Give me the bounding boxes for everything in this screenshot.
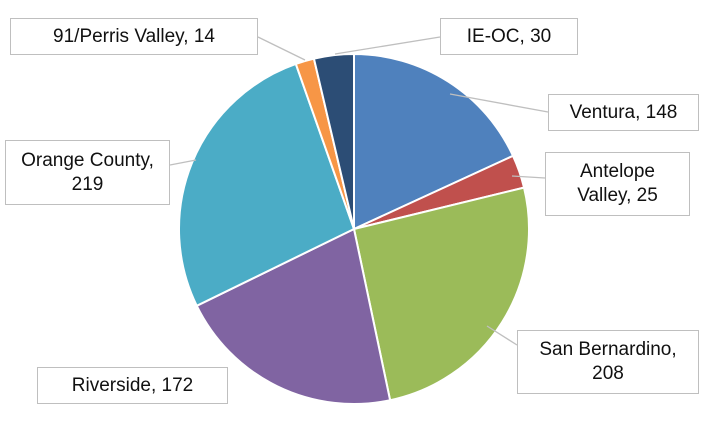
leader-line (449, 93, 549, 113)
data-label: Ventura, 148 (548, 94, 699, 131)
pie-slice (353, 52, 515, 231)
leader-line (257, 36, 306, 61)
leader-line (169, 159, 197, 166)
pie-slice (312, 52, 355, 230)
pie-slice (352, 186, 530, 402)
data-label: Riverside, 172 (37, 367, 228, 404)
data-label: San Bernardino, 208 (517, 330, 699, 394)
leader-line (486, 325, 518, 346)
data-label: IE-OC, 30 (440, 18, 578, 55)
leader-line (511, 175, 546, 179)
leader-line (334, 36, 441, 55)
data-label: 91/Perris Valley, 14 (10, 18, 258, 55)
data-label: Orange County, 219 (5, 140, 170, 205)
pie-slice (195, 227, 392, 405)
data-label: Antelope Valley, 25 (545, 152, 690, 216)
pie-slice (178, 62, 356, 308)
